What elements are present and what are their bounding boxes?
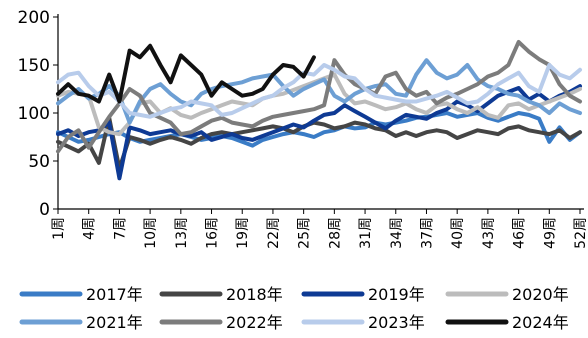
legend-item: 2020年 bbox=[445, 285, 569, 304]
x-tick-label: 10周 bbox=[143, 217, 159, 249]
x-tick-label: 13周 bbox=[174, 217, 190, 249]
x-tick-label: 1周 bbox=[51, 217, 67, 240]
x-tick-label: 19周 bbox=[235, 217, 251, 249]
y-tick-label: 0 bbox=[39, 200, 50, 220]
legend-item: 2024年 bbox=[445, 313, 569, 332]
series-line-2023年 bbox=[56, 63, 582, 119]
legend-item: 2018年 bbox=[159, 285, 283, 304]
x-tick-label: 28周 bbox=[327, 217, 343, 249]
x-tick-label: 52周 bbox=[573, 217, 588, 249]
legend-item: 2021年 bbox=[19, 313, 143, 332]
y-tick-label: 50 bbox=[28, 152, 50, 172]
legend-label: 2017年 bbox=[86, 285, 143, 304]
x-tick-label: 40周 bbox=[450, 217, 466, 249]
legend-label: 2024年 bbox=[512, 313, 569, 332]
x-axis-ticks: 1周 4周 7周 10周 13周 16周 19周 22周 25周 28周 31周 34周 37周 40周 4… bbox=[51, 209, 588, 249]
series-line-2019年 bbox=[56, 84, 582, 181]
x-tick-label: 25周 bbox=[297, 217, 313, 249]
x-tick-label: 49周 bbox=[542, 217, 558, 249]
series-line-2022年 bbox=[56, 40, 582, 154]
y-tick-label: 200 bbox=[18, 8, 50, 28]
legend-label: 2018年 bbox=[226, 285, 283, 304]
x-tick-label: 37周 bbox=[419, 217, 435, 249]
legend-label: 2020年 bbox=[512, 285, 569, 304]
y-tick-label: 150 bbox=[18, 56, 50, 76]
x-tick-label: 4周 bbox=[82, 217, 98, 240]
x-tick-label: 46周 bbox=[512, 217, 528, 249]
legend-item: 2019年 bbox=[301, 285, 425, 304]
legend-item: 2017年 bbox=[19, 285, 143, 304]
series-line-2018年 bbox=[56, 115, 582, 171]
chart-axes bbox=[57, 14, 584, 210]
x-tick-label: 7周 bbox=[112, 217, 128, 240]
legend-label: 2022年 bbox=[226, 313, 283, 332]
x-tick-label: 31周 bbox=[358, 217, 374, 249]
series-line-2024年 bbox=[56, 43, 316, 104]
x-tick-label: 16周 bbox=[205, 217, 221, 249]
y-axis-ticks: 0 50 100 150 200 bbox=[18, 8, 58, 220]
legend-label: 2021年 bbox=[86, 313, 143, 332]
x-tick-label: 22周 bbox=[266, 217, 282, 249]
y-tick-label: 100 bbox=[18, 104, 50, 124]
legend-item: 2022年 bbox=[159, 313, 283, 332]
legend: 2017年 2018年 2019年 2020年 2021年 2022年 2023年 2024年 bbox=[19, 285, 569, 332]
legend-item: 2023年 bbox=[301, 313, 425, 332]
x-tick-label: 43周 bbox=[481, 217, 497, 249]
x-tick-label: 34周 bbox=[389, 217, 405, 249]
legend-label: 2023年 bbox=[368, 313, 425, 332]
series-lines bbox=[56, 40, 582, 181]
legend-label: 2019年 bbox=[368, 285, 425, 304]
